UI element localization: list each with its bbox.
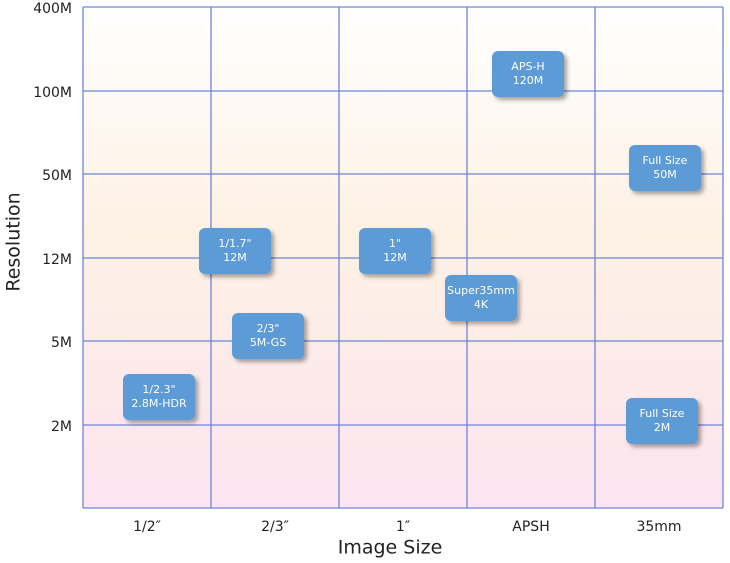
- box-label: 4K: [474, 298, 489, 311]
- box-label: 1/1.7": [218, 237, 251, 250]
- box-label: 12M: [383, 251, 407, 264]
- box: [492, 51, 564, 97]
- x-axis-title: Image Size: [338, 537, 443, 559]
- sensor-box: 1/1.7"12M: [199, 228, 271, 274]
- box-label: 2/3": [257, 322, 280, 335]
- y-tick-label: 12M: [42, 252, 72, 268]
- y-tick-label: 50M: [42, 168, 72, 184]
- y-axis-title: Resolution: [3, 192, 25, 291]
- box: [626, 398, 698, 444]
- box: [123, 374, 195, 420]
- box-label: Full Size: [640, 407, 685, 420]
- box: [199, 228, 271, 274]
- y-tick-label: 2M: [51, 419, 72, 435]
- box-label: 12M: [223, 251, 247, 264]
- y-tick-label: 400M: [33, 1, 72, 17]
- x-tick-label: 1/2″: [133, 519, 161, 535]
- box-label: 5M-GS: [250, 336, 286, 349]
- box-label: 2.8M-HDR: [131, 397, 187, 410]
- x-tick-label: 2/3″: [261, 519, 289, 535]
- x-tick-label: 35mm: [636, 519, 681, 535]
- box-label: 1": [389, 237, 401, 250]
- box: [359, 228, 431, 274]
- y-tick-label: 100M: [33, 85, 72, 101]
- sensor-box: 1/2.3"2.8M-HDR: [123, 374, 195, 420]
- x-tick-label: APSH: [512, 519, 549, 535]
- box-label: 50M: [653, 168, 677, 181]
- box-label: 120M: [513, 74, 544, 87]
- sensor-box: 2/3"5M-GS: [232, 313, 304, 359]
- x-tick-label: 1″: [396, 519, 410, 535]
- y-tick-label: 5M: [51, 335, 72, 351]
- box-label: APS-H: [511, 60, 544, 73]
- box-label: Super35mm: [447, 284, 515, 297]
- box-label: 2M: [654, 421, 671, 434]
- box: [445, 275, 517, 321]
- box: [629, 145, 701, 191]
- box-label: 1/2.3": [142, 383, 175, 396]
- box-label: Full Size: [643, 154, 688, 167]
- sensor-box: 1"12M: [359, 228, 431, 274]
- box: [232, 313, 304, 359]
